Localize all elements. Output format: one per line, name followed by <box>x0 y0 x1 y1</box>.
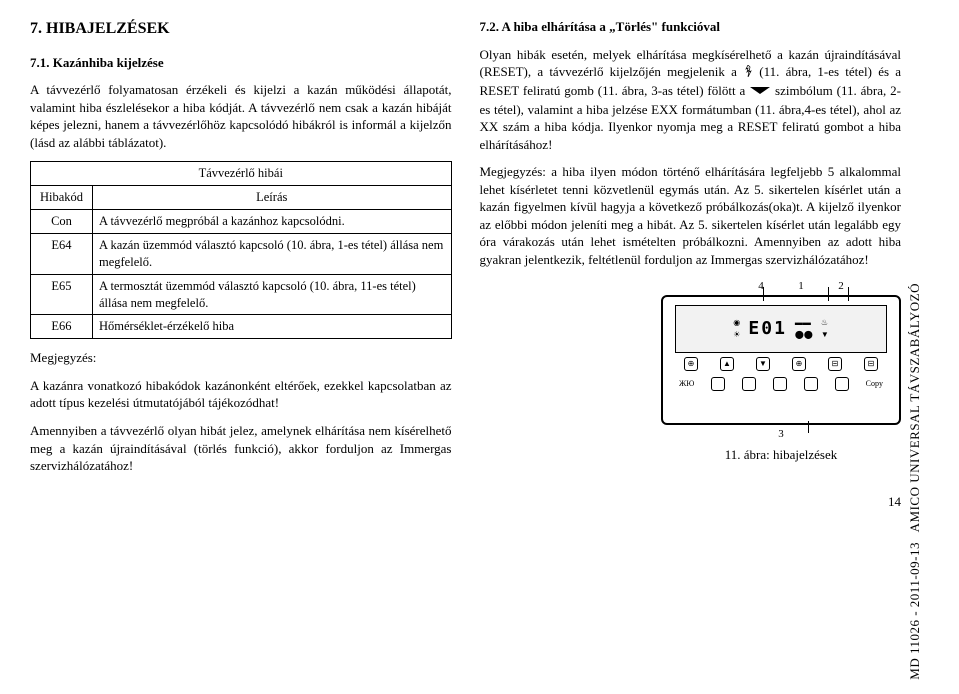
button-row-2: ЖЮ Copy <box>669 377 893 391</box>
device-label: Copy <box>866 379 883 390</box>
table-row: E66 Hőmérséklet-érzékelő hiba <box>31 315 452 339</box>
lcd-display: ◉☀ E01 ▬▬⬤⬤ ♨▼ <box>675 305 887 353</box>
error-code: E66 <box>31 315 93 339</box>
device-button <box>742 377 756 391</box>
error-code: E65 <box>31 274 93 315</box>
section-title: 7. HIBAJELZÉSEK <box>30 18 452 40</box>
note-label: Megjegyzés: <box>30 349 452 367</box>
device-button <box>804 377 818 391</box>
device-button <box>835 377 849 391</box>
callout-2: 2 <box>838 279 844 294</box>
table-head-code: Hibakód <box>31 186 93 210</box>
device-button: ▼ <box>756 357 770 371</box>
right-column: 7.2. A hiba elhárítása a „Törlés" funkci… <box>480 18 902 485</box>
error-code: Con <box>31 210 93 234</box>
lcd-icons-left: ◉☀ <box>733 318 740 342</box>
lcd-icons-far-right: ♨▼ <box>821 318 829 342</box>
table-head-desc: Leírás <box>93 186 452 210</box>
page-number: 14 <box>30 493 901 511</box>
flame-small-icon: ♨ <box>821 318 829 329</box>
error-desc: A kazán üzemmód választó kapcsoló (10. á… <box>93 233 452 274</box>
table-row: E64 A kazán üzemmód választó kapcsoló (1… <box>31 233 452 274</box>
arrow-down-icon <box>749 83 771 101</box>
subsection-title: 7.1. Kazánhiba kijelzése <box>30 54 452 72</box>
device-button: ⊕ <box>792 357 806 371</box>
device-button: ▲ <box>720 357 734 371</box>
intro-paragraph: A távvezérlő folyamatosan érzékeli és ki… <box>30 81 452 151</box>
callout-line <box>848 287 849 301</box>
table-row: Con A távvezérlő megpróbál a kazánhoz ka… <box>31 210 452 234</box>
reset-paragraph: Olyan hibák esetén, melyek elhárítása me… <box>480 46 902 154</box>
callout-line <box>808 421 809 433</box>
button-row-1: ⊕ ▲ ▼ ⊕ ⊟ ⊟ <box>669 357 893 371</box>
figure-caption: 11. ábra: hibajelzések <box>661 446 901 464</box>
device-button: ⊟ <box>828 357 842 371</box>
product-name-vertical: AMICO UNIVERSAL TÁVSZABÁLYOZÓ <box>906 283 924 532</box>
error-table: Távvezérlő hibái Hibakód Leírás Con A tá… <box>30 161 452 339</box>
flame-icon <box>743 64 753 82</box>
device-button <box>773 377 787 391</box>
device-button: ⊕ <box>684 357 698 371</box>
table-row: E65 A termosztát üzemmód választó kapcso… <box>31 274 452 315</box>
reset-note-paragraph: Megjegyzés: a hiba ilyen módon történő e… <box>480 163 902 268</box>
lcd-icons-right: ▬▬⬤⬤ <box>795 318 813 342</box>
error-desc: A távvezérlő megpróbál a kazánhoz kapcso… <box>93 210 452 234</box>
left-column: 7. HIBAJELZÉSEK 7.1. Kazánhiba kijelzése… <box>30 18 452 485</box>
lcd-error-text: E01 <box>748 317 787 341</box>
device-label: ЖЮ <box>679 379 694 390</box>
device-button <box>711 377 725 391</box>
device-button: ⊟ <box>864 357 878 371</box>
subsection-title-2: 7.2. A hiba elhárítása a „Törlés" funkci… <box>480 18 902 36</box>
callout-line <box>828 287 829 301</box>
device-drawing: ◉☀ E01 ▬▬⬤⬤ ♨▼ ⊕ ▲ <box>661 295 901 425</box>
callout-line <box>763 287 764 301</box>
note-paragraph-1: A kazánra vonatkozó hibakódok kazánonkén… <box>30 377 452 412</box>
note-paragraph-2: Amennyiben a távvezérlő olyan hibát jele… <box>30 422 452 475</box>
callout-3: 3 <box>661 427 901 442</box>
device-figure: 4 1 2 ◉☀ E01 <box>661 279 901 464</box>
error-desc: A termosztát üzemmód választó kapcsoló (… <box>93 274 452 315</box>
doc-ref-vertical: MD 11026 - 2011-09-13 <box>906 542 924 680</box>
table-title: Távvezérlő hibái <box>31 162 452 186</box>
right-margin: AMICO UNIVERSAL TÁVSZABÁLYOZÓ MD 11026 -… <box>901 18 929 680</box>
error-code: E64 <box>31 233 93 274</box>
error-desc: Hőmérséklet-érzékelő hiba <box>93 315 452 339</box>
callout-1: 1 <box>798 279 804 294</box>
